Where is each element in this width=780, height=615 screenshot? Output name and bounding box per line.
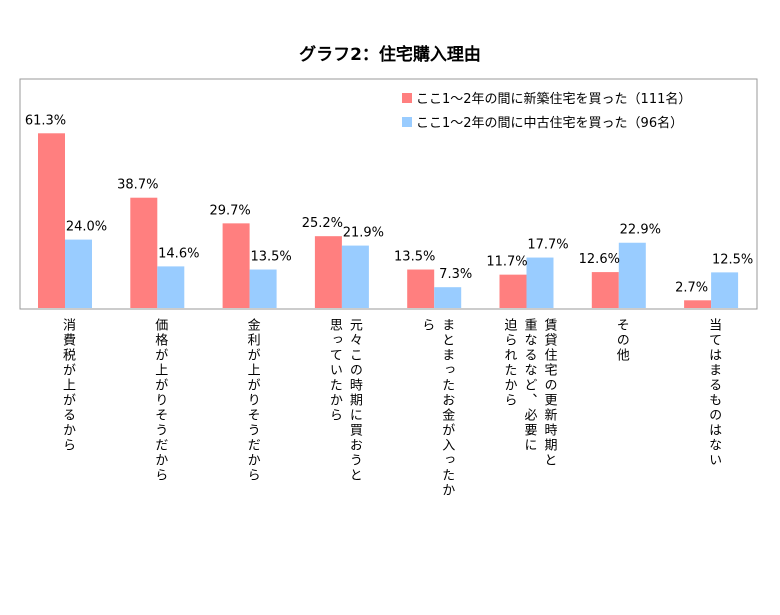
bar-series2-cat6: [526, 257, 554, 308]
bar-series2-cat5: [434, 287, 462, 308]
bar-series1-cat8: [684, 300, 712, 308]
bar-series1-cat2: [130, 197, 158, 308]
data-label-series1-cat2: 38.7%: [117, 178, 158, 193]
data-label-series1-cat3: 29.7%: [209, 203, 250, 218]
data-label-series2-cat7: 22.9%: [620, 223, 661, 238]
bar-series2-cat2: [157, 266, 185, 308]
bar-series2-cat7: [618, 242, 646, 308]
category-label-8: 当てはまるものはない: [706, 318, 722, 468]
category-label-4: 元々この時期に買おうと 思っていたから: [326, 318, 362, 483]
category-label-3: 金利が上がりそうだから: [244, 318, 260, 483]
data-label-series1-cat6: 11.7%: [486, 255, 527, 270]
data-label-series2-cat4: 21.9%: [343, 226, 384, 241]
category-label-5: まとまったお金が入ったか ら: [419, 318, 455, 498]
data-label-series2-cat2: 14.6%: [158, 246, 199, 261]
bar-series2-cat4: [341, 245, 369, 308]
bar-series2-cat1: [65, 239, 92, 308]
bar-series1-cat7: [591, 272, 619, 308]
data-label-series1-cat5: 13.5%: [394, 250, 435, 265]
data-label-series1-cat4: 25.2%: [302, 216, 343, 231]
category-label-6: 賃貸住宅の更新時期と 重なるなど、必要に 迫られたから: [501, 318, 557, 468]
category-label-2: 価格が上がりそうだから: [152, 318, 168, 483]
bar-series1-cat1: [38, 133, 65, 308]
data-label-series2-cat5: 7.3%: [439, 267, 472, 282]
legend-swatch-series1: [402, 93, 412, 103]
data-label-series2-cat3: 13.5%: [250, 250, 291, 265]
plot-area-border: [19, 78, 758, 310]
category-label-7: その他: [613, 318, 629, 363]
data-label-series1-cat1: 61.3%: [25, 113, 66, 128]
category-label-1: 消費税が上がるから: [60, 318, 75, 453]
bar-series1-cat5: [407, 269, 435, 308]
data-label-series1-cat8: 2.7%: [675, 280, 708, 295]
bar-series2-cat8: [711, 272, 739, 308]
bar-series1-cat6: [499, 274, 527, 308]
bar-series2-cat3: [249, 269, 277, 308]
legend-label-series1: ここ1～2年の間に新築住宅を買った（111名）: [416, 91, 691, 107]
bar-series1-cat4: [314, 236, 342, 308]
bar-series1-cat3: [222, 223, 250, 308]
legend-label-series2: ここ1～2年の間に中古住宅を買った（96名）: [416, 115, 683, 131]
legend: ここ1～2年の間に新築住宅を買った（111名） ここ1～2年の間に中古住宅を買った…: [402, 91, 691, 131]
chart-title: グラフ2：住宅購入理由: [299, 45, 481, 65]
data-label-series2-cat8: 12.5%: [712, 252, 753, 267]
legend-swatch-series2: [402, 117, 412, 127]
data-label-series2-cat1: 24.0%: [66, 220, 107, 235]
data-label-series2-cat6: 17.7%: [527, 238, 568, 253]
data-label-series1-cat7: 12.6%: [579, 252, 620, 267]
